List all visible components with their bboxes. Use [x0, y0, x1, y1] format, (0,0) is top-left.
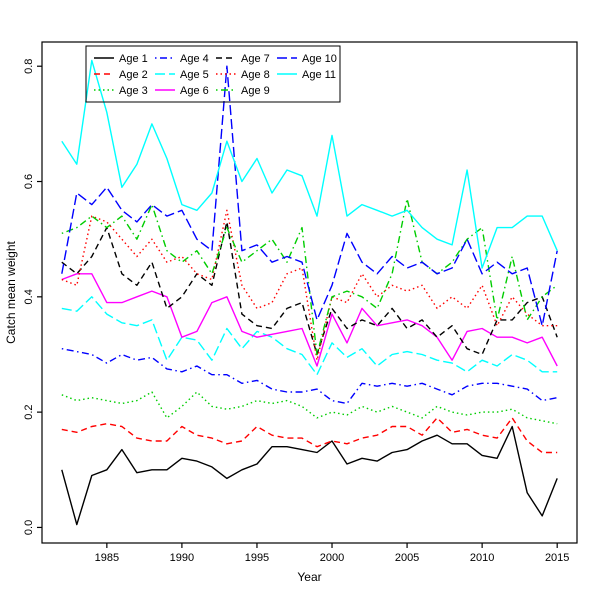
x-tick-label: 2005	[395, 552, 419, 564]
legend-label-age-3: Age 3	[119, 85, 148, 97]
legend-box	[85, 45, 341, 103]
series-line-age-6	[61, 273, 558, 367]
series-line-age-3	[61, 391, 558, 425]
x-tick-label: 2000	[320, 552, 344, 564]
series-line-age-1	[61, 425, 558, 526]
legend-entry-age-11: Age 11	[277, 69, 336, 81]
x-tick-label: 1985	[95, 552, 119, 564]
series-line-age-4	[61, 348, 558, 405]
y-tick-label: 0.0	[23, 520, 35, 535]
legend-label-age-8: Age 8	[241, 69, 270, 81]
x-tick-label: 2015	[545, 552, 569, 564]
x-tick-label: 1990	[170, 552, 194, 564]
legend-label-age-10: Age 10	[302, 53, 337, 65]
legend-entry-age-1: Age 1	[94, 53, 148, 65]
legend-label-age-1: Age 1	[119, 53, 148, 65]
legend-label-age-9: Age 9	[241, 85, 270, 97]
legend-label-age-4: Age 4	[180, 53, 209, 65]
y-tick-label: 0.8	[23, 59, 35, 74]
legend-entry-age-6: Age 6	[155, 85, 209, 97]
legend-entry-age-4: Age 4	[155, 53, 209, 65]
legend-entry-age-10: Age 10	[277, 53, 337, 65]
series-line-age-2	[61, 417, 558, 454]
legend-entry-age-5: Age 5	[155, 69, 209, 81]
legend-label-age-5: Age 5	[180, 69, 209, 81]
legend-entry-age-8: Age 8	[216, 69, 270, 81]
series-line-age-8	[61, 209, 558, 361]
legend-entry-age-2: Age 2	[94, 69, 148, 81]
series-line-age-5	[61, 296, 558, 376]
legend-label-age-11: Age 11	[302, 69, 336, 81]
legend-entry-age-9: Age 9	[216, 85, 270, 97]
y-axis-label: Catch mean weight	[4, 240, 18, 343]
series-line-age-10	[61, 65, 558, 327]
legend-label-age-2: Age 2	[119, 69, 148, 81]
x-tick-label: 2010	[470, 552, 494, 564]
legend-entry-age-7: Age 7	[216, 53, 270, 65]
y-tick-label: 0.6	[23, 174, 35, 189]
series-line-age-11	[61, 59, 558, 269]
y-tick-label: 0.4	[23, 289, 35, 304]
series-line-age-7	[61, 221, 558, 356]
x-axis-label: Year	[297, 570, 321, 584]
plot-border	[41, 41, 578, 544]
x-tick-label: 1995	[245, 552, 269, 564]
legend: Age 1 Age 2 Age 3 Age 4 Age 5 Age 6 Age 7 Age 8…	[85, 45, 341, 103]
legend-label-age-7: Age 7	[241, 53, 270, 65]
legend-label-age-6: Age 6	[180, 85, 209, 97]
y-tick-label: 0.2	[23, 404, 35, 419]
legend-entry-age-3: Age 3	[94, 85, 148, 97]
